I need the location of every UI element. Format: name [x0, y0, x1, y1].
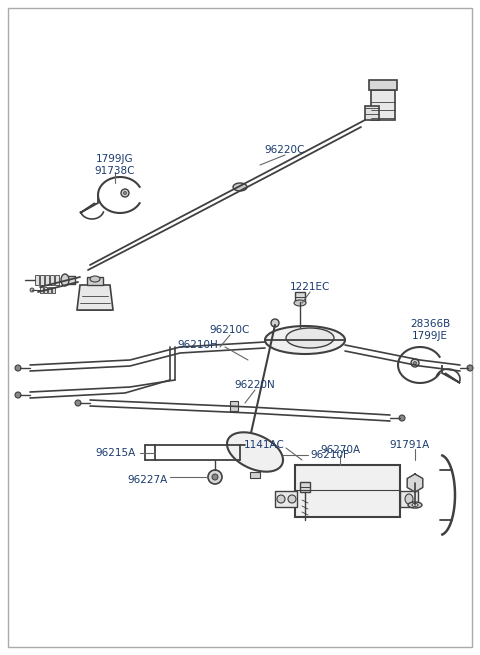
- Ellipse shape: [408, 502, 422, 508]
- Ellipse shape: [247, 450, 267, 462]
- Bar: [63, 276, 75, 284]
- Circle shape: [30, 288, 34, 292]
- Ellipse shape: [286, 328, 334, 348]
- Polygon shape: [77, 285, 113, 310]
- Bar: [371, 90, 395, 120]
- Circle shape: [288, 495, 296, 503]
- Text: 96270A: 96270A: [320, 445, 360, 455]
- Bar: [369, 80, 397, 90]
- Circle shape: [271, 319, 279, 327]
- Circle shape: [267, 454, 275, 462]
- Text: 1221EC: 1221EC: [290, 282, 330, 292]
- Ellipse shape: [405, 494, 413, 504]
- Text: 96210H: 96210H: [177, 340, 218, 350]
- Bar: [300, 482, 310, 492]
- Text: 96220N: 96220N: [235, 380, 276, 390]
- Bar: [45, 275, 49, 285]
- Text: 91791A: 91791A: [390, 440, 430, 450]
- Bar: [87, 277, 103, 285]
- Bar: [48, 287, 51, 293]
- Circle shape: [208, 470, 222, 484]
- Circle shape: [121, 189, 129, 197]
- Text: 96215A: 96215A: [95, 448, 135, 458]
- Bar: [35, 275, 39, 285]
- Ellipse shape: [412, 504, 418, 506]
- Bar: [365, 106, 379, 120]
- Circle shape: [15, 365, 21, 371]
- Text: 1141AC: 1141AC: [244, 440, 285, 450]
- Circle shape: [269, 457, 273, 460]
- Ellipse shape: [61, 274, 69, 286]
- Circle shape: [75, 400, 81, 406]
- Text: 96210C: 96210C: [210, 325, 250, 335]
- Circle shape: [411, 359, 419, 367]
- Bar: [400, 491, 418, 507]
- Ellipse shape: [294, 300, 306, 306]
- Polygon shape: [227, 432, 283, 472]
- Ellipse shape: [90, 276, 100, 282]
- Circle shape: [413, 362, 417, 364]
- Circle shape: [15, 392, 21, 398]
- Bar: [52, 287, 55, 293]
- Circle shape: [467, 365, 473, 371]
- Bar: [55, 275, 59, 285]
- Text: 1799JG
91738C: 1799JG 91738C: [95, 154, 135, 176]
- Bar: [40, 287, 43, 293]
- Text: 96227A: 96227A: [128, 475, 168, 485]
- Bar: [44, 287, 47, 293]
- Circle shape: [277, 495, 285, 503]
- Ellipse shape: [233, 183, 247, 191]
- Circle shape: [123, 191, 127, 195]
- Bar: [275, 491, 297, 507]
- Bar: [250, 472, 260, 478]
- Bar: [40, 275, 44, 285]
- Bar: [295, 292, 305, 302]
- Polygon shape: [407, 474, 423, 492]
- Circle shape: [399, 415, 405, 421]
- Bar: [50, 275, 54, 285]
- Text: 96210F: 96210F: [310, 450, 349, 460]
- Bar: [230, 401, 238, 411]
- Bar: [295, 465, 400, 517]
- Text: 28366B
1799JE: 28366B 1799JE: [410, 319, 450, 341]
- Text: 96220C: 96220C: [265, 145, 305, 155]
- Circle shape: [212, 474, 218, 480]
- Ellipse shape: [265, 326, 345, 354]
